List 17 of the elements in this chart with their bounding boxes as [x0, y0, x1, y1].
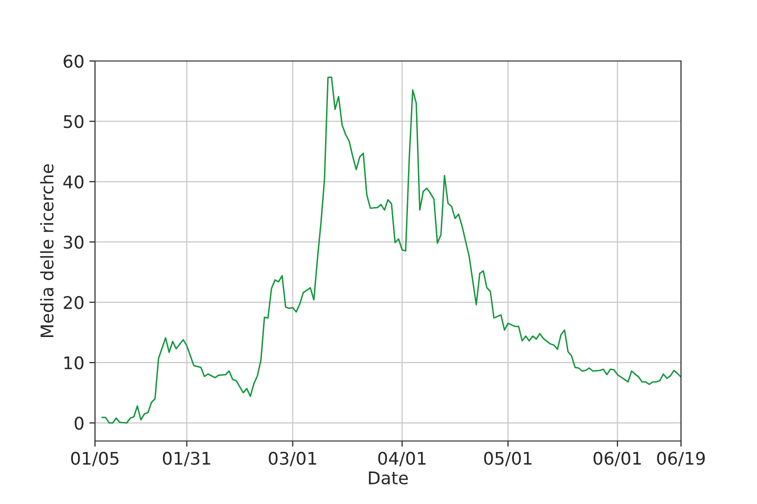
- y-tick-label: 0: [74, 416, 84, 430]
- x-tick-label: 05/01: [484, 452, 532, 466]
- x-tick-label: 06/19: [657, 452, 705, 466]
- x-axis-title: Date: [368, 472, 408, 484]
- y-tick-label: 60: [64, 54, 84, 68]
- y-tick-label: 10: [64, 356, 84, 370]
- y-tick-label: 40: [63, 175, 84, 188]
- y-tick-label: 30: [64, 236, 84, 249]
- x-tick-label: 01/31: [162, 452, 210, 466]
- y-tick-label: 20: [64, 296, 84, 310]
- y-axis-title: Media delle ricerche: [40, 164, 54, 337]
- y-tick-label: 50: [64, 115, 84, 128]
- x-tick-label: 03/01: [268, 452, 316, 466]
- x-tick-label: 06/01: [594, 452, 641, 466]
- line-series: [101, 76, 681, 424]
- x-tick-label: 01/05: [71, 452, 118, 466]
- x-tick-label: 04/01: [378, 452, 426, 466]
